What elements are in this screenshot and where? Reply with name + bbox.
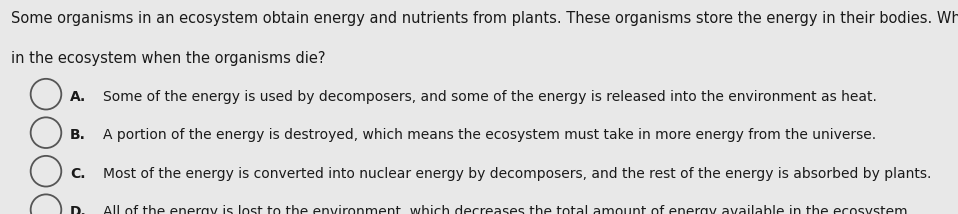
Text: C.: C.: [70, 167, 85, 181]
Text: D.: D.: [70, 205, 86, 214]
Text: Some organisms in an ecosystem obtain energy and nutrients from plants. These or: Some organisms in an ecosystem obtain en…: [11, 11, 958, 26]
Text: Most of the energy is converted into nuclear energy by decomposers, and the rest: Most of the energy is converted into nuc…: [103, 167, 932, 181]
Text: A.: A.: [70, 90, 86, 104]
Text: A portion of the energy is destroyed, which means the ecosystem must take in mor: A portion of the energy is destroyed, wh…: [103, 128, 877, 142]
Text: Some of the energy is used by decomposers, and some of the energy is released in: Some of the energy is used by decomposer…: [103, 90, 878, 104]
Text: in the ecosystem when the organisms die?: in the ecosystem when the organisms die?: [11, 51, 326, 66]
Text: B.: B.: [70, 128, 86, 142]
Text: All of the energy is lost to the environment, which decreases the total amount o: All of the energy is lost to the environ…: [103, 205, 912, 214]
